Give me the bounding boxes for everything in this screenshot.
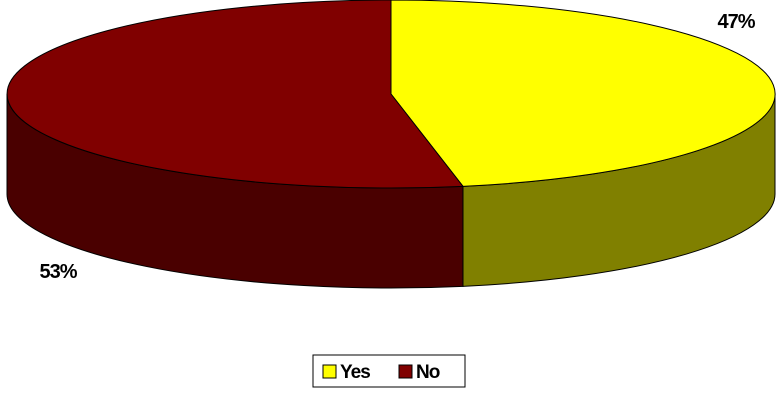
data-label-yes: 47% <box>717 11 755 33</box>
pie-data-labels: 47% 53% <box>39 11 756 283</box>
data-label-no: 53% <box>39 261 77 283</box>
legend[interactable]: Yes No <box>312 354 466 388</box>
legend-swatch-yes <box>322 364 337 379</box>
pie-slice-no[interactable] <box>6 0 464 189</box>
pie-slice-yes[interactable] <box>390 0 776 187</box>
legend-swatch-no <box>398 364 413 379</box>
legend-label-yes: Yes <box>340 362 370 383</box>
pie-tops <box>6 0 776 189</box>
legend-box <box>312 354 466 388</box>
legend-label-no: No <box>416 362 440 383</box>
